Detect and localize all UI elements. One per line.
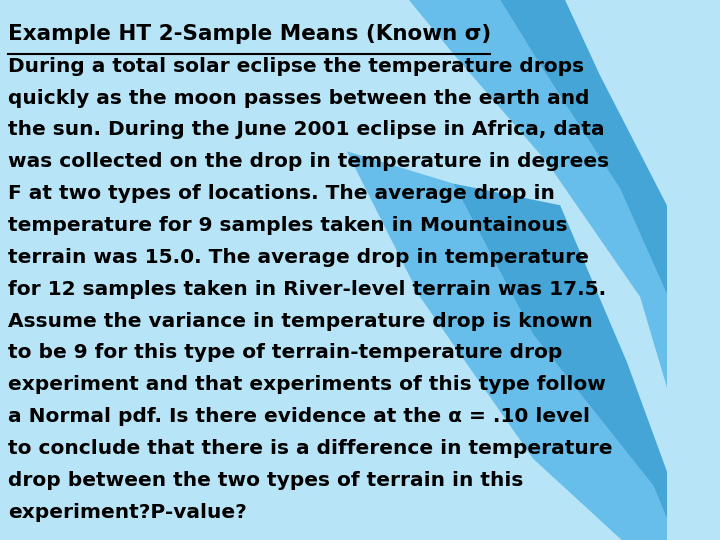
Text: During a total solar eclipse the temperature drops: During a total solar eclipse the tempera…: [8, 57, 584, 76]
Text: quickly as the moon passes between the earth and: quickly as the moon passes between the e…: [8, 89, 590, 107]
Text: Assume the variance in temperature drop is known: Assume the variance in temperature drop …: [8, 312, 593, 330]
Polygon shape: [347, 0, 680, 540]
Text: drop between the two types of terrain in this: drop between the two types of terrain in…: [8, 471, 523, 490]
Polygon shape: [454, 0, 680, 540]
Text: Example HT 2-Sample Means (Known σ): Example HT 2-Sample Means (Known σ): [8, 24, 491, 44]
Text: temperature for 9 samples taken in Mountainous: temperature for 9 samples taken in Mount…: [8, 216, 567, 235]
Text: terrain was 15.0. The average drop in temperature: terrain was 15.0. The average drop in te…: [8, 248, 589, 267]
Text: a Normal pdf. Is there evidence at the α = .10 level: a Normal pdf. Is there evidence at the α…: [8, 407, 590, 426]
Text: F at two types of locations. The average drop in: F at two types of locations. The average…: [8, 184, 555, 203]
Text: experiment?P-value?: experiment?P-value?: [8, 503, 247, 522]
Text: was collected on the drop in temperature in degrees: was collected on the drop in temperature…: [8, 152, 609, 171]
Text: to be 9 for this type of terrain-temperature drop: to be 9 for this type of terrain-tempera…: [8, 343, 562, 362]
Text: experiment and that experiments of this type follow: experiment and that experiments of this …: [8, 375, 606, 394]
Text: for 12 samples taken in River-level terrain was 17.5.: for 12 samples taken in River-level terr…: [8, 280, 606, 299]
Text: to conclude that there is a difference in temperature: to conclude that there is a difference i…: [8, 439, 613, 458]
Text: the sun. During the June 2001 eclipse in Africa, data: the sun. During the June 2001 eclipse in…: [8, 120, 605, 139]
